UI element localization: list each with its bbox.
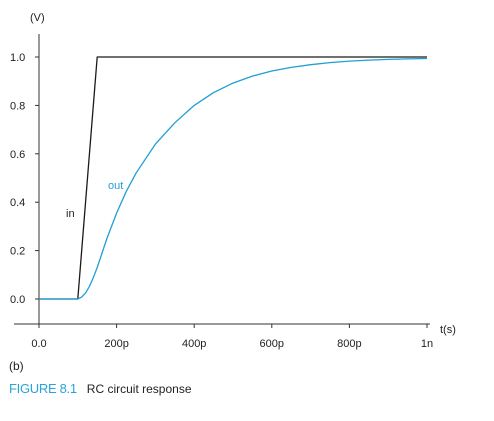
series-line-in [39,56,427,300]
series-line-out [39,57,428,300]
y-tick-label: 1.0 [10,52,25,64]
figure-number: FIGURE 8.1 [9,381,77,396]
x-tick-label: 600p [260,338,284,350]
trace-labels: in out [66,180,123,220]
series-label-in: in [66,208,75,220]
y-tick-label: 0.6 [10,149,25,161]
y-tick-label: 0.8 [10,100,25,112]
figure-caption-text: RC circuit response [86,382,192,396]
x-tick-label: 200p [104,338,128,350]
y-axis-unit: (V) [30,12,45,24]
x-tick-label: 1n [421,338,433,350]
y-tick-label: 0.2 [10,246,25,258]
traces [39,56,428,300]
series-label-out: out [108,180,123,192]
chart-svg: (V) t(s) 0.0 0.2 0.4 0.6 0.8 1.0 0.0 200p 400p 60… [10,12,456,350]
axes [14,34,430,326]
x-tick-label: 0.0 [31,338,46,350]
ticks: 0.0 0.2 0.4 0.6 0.8 1.0 0.0 200p 400p 600p 800p 1n [10,52,433,350]
y-tick-label: 0.4 [10,197,25,209]
y-tick-label: 0.0 [10,294,25,306]
panel-label: (b) [9,359,24,373]
figure-caption: FIGURE 8.1 RC circuit response [9,381,192,396]
x-tick-label: 400p [182,338,206,350]
rc-response-chart: (V) t(s) 0.0 0.2 0.4 0.6 0.8 1.0 0.0 200p 400p 60… [10,12,456,350]
x-axis-unit: t(s) [440,324,456,336]
x-tick-label: 800p [337,338,361,350]
